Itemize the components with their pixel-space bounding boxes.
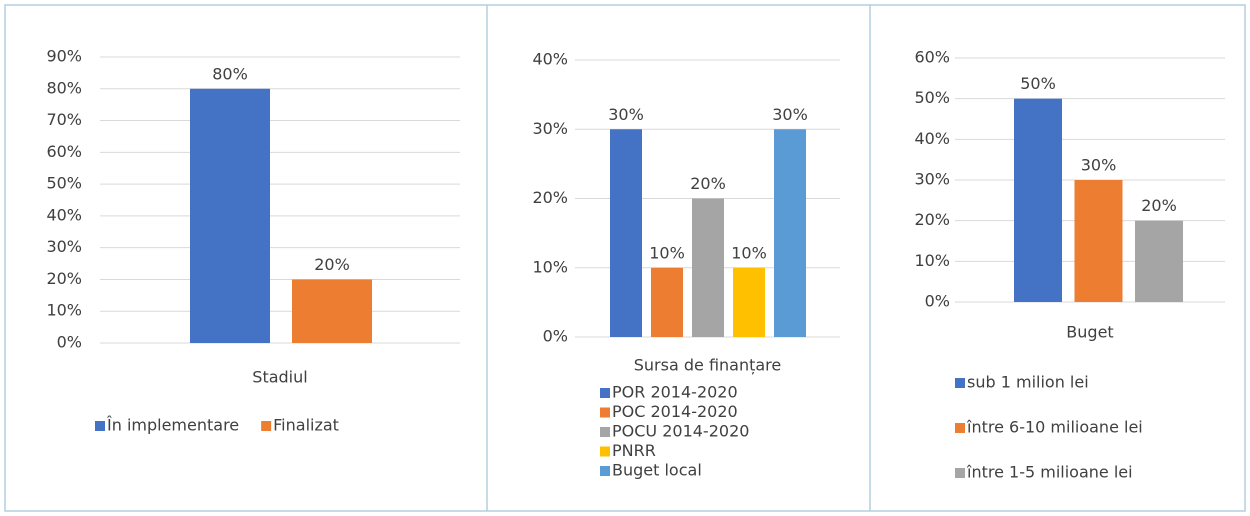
- data-label: 10%: [649, 243, 685, 262]
- data-label: 30%: [608, 105, 644, 124]
- legend-label: PNRR: [612, 441, 656, 460]
- y-tick-label: 40%: [532, 50, 568, 69]
- y-tick-label: 0%: [57, 333, 82, 352]
- legend-swatch: [955, 423, 965, 433]
- legend-label: între 6-10 milioane lei: [966, 418, 1143, 437]
- data-label: 30%: [772, 105, 808, 124]
- legend-label: În implementare: [106, 416, 239, 435]
- bar: [733, 267, 765, 337]
- y-tick-label: 30%: [46, 237, 82, 256]
- y-tick-label: 60%: [46, 142, 82, 161]
- bar: [292, 279, 372, 343]
- y-tick-label: 10%: [532, 257, 568, 276]
- data-label: 20%: [1141, 196, 1177, 215]
- x-tick-label: Sursa de finanțare: [634, 356, 782, 375]
- frame: [4, 4, 1246, 512]
- y-tick-label: 30%: [532, 119, 568, 138]
- y-tick-label: 0%: [543, 327, 568, 346]
- y-tick-label: 10%: [46, 301, 82, 320]
- legend-swatch: [95, 421, 105, 431]
- y-tick-label: 20%: [46, 269, 82, 288]
- legend-swatch: [600, 388, 610, 398]
- legend-label: POCU 2014-2020: [612, 422, 749, 441]
- data-label: 30%: [1081, 156, 1117, 175]
- data-label: 10%: [731, 243, 767, 262]
- bar: [1074, 180, 1123, 302]
- legend-swatch: [955, 378, 965, 388]
- legend-swatch: [600, 407, 610, 418]
- y-tick-label: 60%: [914, 48, 950, 67]
- legend-label: sub 1 milion lei: [967, 373, 1089, 392]
- legend-label: POR 2014-2020: [612, 383, 738, 402]
- data-label: 80%: [212, 64, 248, 83]
- y-tick-label: 30%: [914, 170, 950, 189]
- bar: [1014, 98, 1062, 303]
- y-tick-label: 70%: [46, 110, 82, 129]
- y-tick-label: 10%: [914, 251, 950, 270]
- legend-swatch: [261, 421, 272, 431]
- bar: [692, 198, 724, 337]
- x-tick-label: Stadiul: [252, 368, 307, 387]
- data-label: 50%: [1020, 74, 1056, 93]
- y-tick-label: 20%: [532, 188, 568, 207]
- y-tick-label: 90%: [46, 47, 82, 66]
- y-tick-label: 0%: [925, 292, 950, 311]
- legend-label: POC 2014-2020: [612, 402, 738, 421]
- y-tick-label: 50%: [46, 174, 82, 193]
- y-tick-label: 50%: [914, 88, 950, 107]
- bar: [651, 267, 683, 337]
- y-tick-label: 80%: [46, 78, 82, 97]
- x-tick-label: Buget: [1066, 323, 1113, 342]
- bar: [1135, 220, 1183, 302]
- bar: [610, 129, 642, 337]
- bar: [774, 129, 806, 337]
- data-label: 20%: [690, 174, 726, 193]
- legend-label: între 1-5 milioane lei: [966, 463, 1133, 482]
- y-tick-label: 20%: [914, 210, 950, 229]
- legend-label: Finalizat: [273, 416, 339, 435]
- legend-swatch: [600, 466, 610, 476]
- y-tick-label: 40%: [46, 205, 82, 224]
- data-label: 20%: [314, 255, 350, 274]
- legend-swatch: [955, 468, 965, 478]
- legend-swatch: [600, 446, 610, 457]
- legend-label: Buget local: [612, 461, 702, 480]
- legend-swatch: [600, 427, 610, 437]
- y-tick-label: 40%: [914, 129, 950, 148]
- bar: [190, 88, 270, 344]
